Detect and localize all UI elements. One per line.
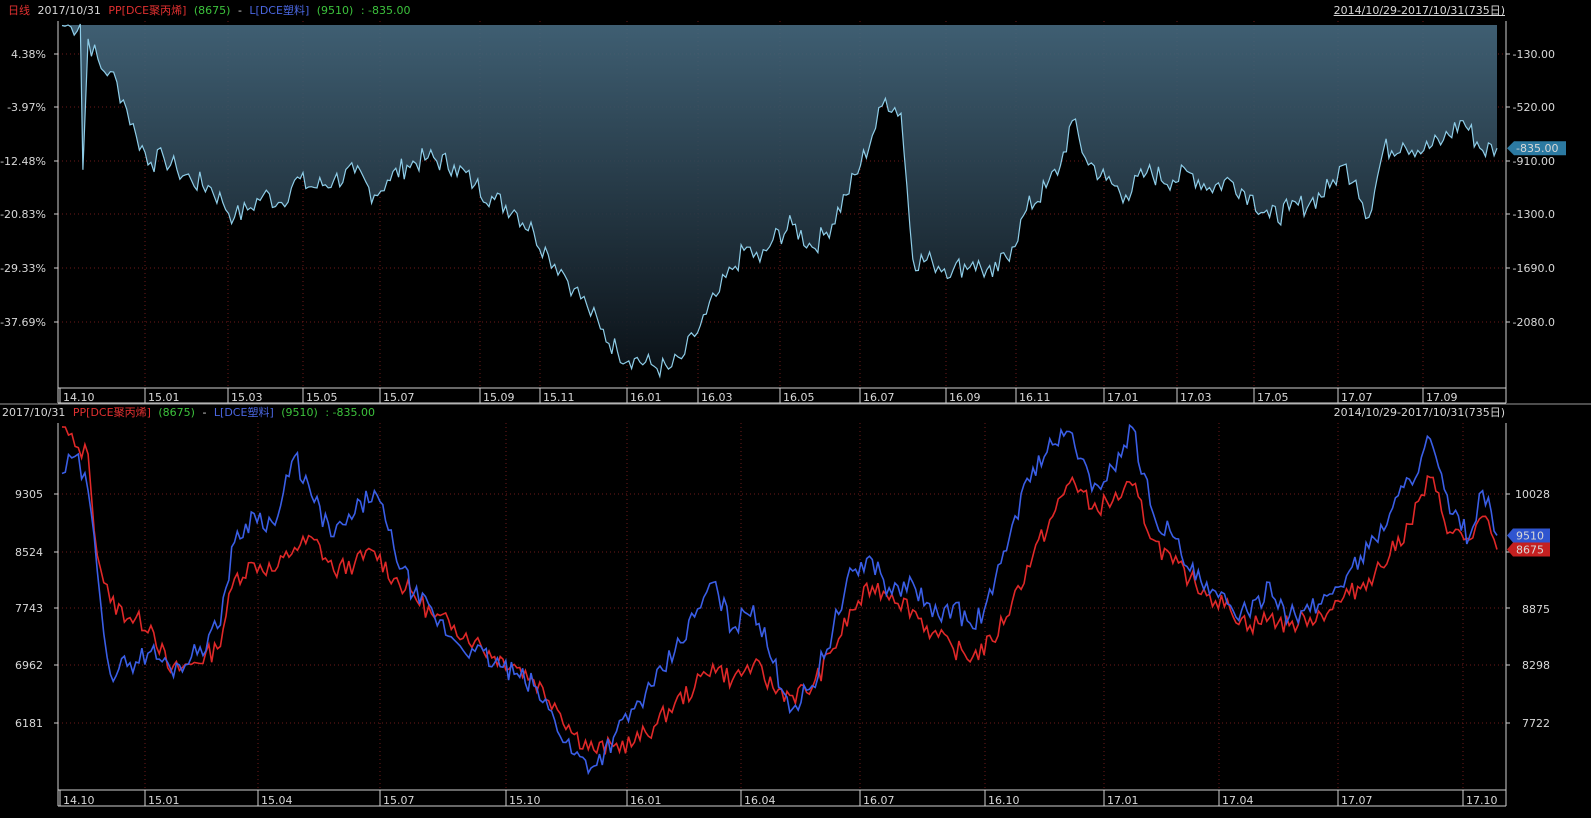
spread-value: : -835.00 [325,406,375,419]
leg2-value: (9510) [316,4,354,17]
top-panel-header: 日线 2017/10/31 PP[DCE聚丙烯] (8675) - L[DCE塑… [8,3,414,19]
left-tick-label: -29.33% [0,262,46,275]
right-tick-label: -2080.0 [1513,316,1555,329]
x-tick-label: 15.07 [383,391,415,404]
leg1-value: (8675) [193,4,231,17]
x-tick-label: 16.07 [863,391,895,404]
x-tick-label: 17.04 [1222,794,1254,807]
left-tick-label: 8524 [15,546,43,559]
l-last-label: 9510 [1516,529,1544,542]
l-last-badge [1507,528,1550,543]
right-tick-label: -1300.0 [1513,208,1555,221]
x-tick-label: 16.01 [630,391,662,404]
left-tick-label: -12.48% [0,155,46,168]
leg2-value: (9510) [281,406,318,419]
x-tick-label: 14.10 [63,391,95,404]
x-tick-label: 17.09 [1426,391,1458,404]
left-tick-label: 6962 [15,659,43,672]
pp-last-badge [1507,542,1550,557]
right-tick-label: -910.00 [1513,155,1555,168]
right-tick-label: -1690.0 [1513,262,1555,275]
pp-price-line [61,426,1498,755]
right-tick-label: 7722 [1522,717,1550,730]
spread-area [62,24,1497,377]
last-value-label: -835.00 [1516,142,1558,155]
leg1-name: PP[DCE聚丙烯] [108,4,187,17]
x-tick-label: 15.09 [483,391,515,404]
x-tick-label: 17.07 [1341,391,1373,404]
spread-value: : -835.00 [360,4,411,17]
leg1-name: PP[DCE聚丙烯] [72,406,151,419]
bottom-panel-header: 2017/10/31 PP[DCE聚丙烯] (8675) - L[DCE塑料] … [2,405,379,421]
header-date: 2017/10/31 [2,406,66,419]
last-value-badge [1507,141,1566,156]
right-tick-label: 8298 [1522,659,1550,672]
x-tick-label: 17.01 [1107,391,1139,404]
x-tick-label: 16.09 [949,391,981,404]
x-tick-label: 17.10 [1466,794,1498,807]
pp-last-label: 8675 [1516,544,1544,557]
x-tick-label: 15.01 [148,794,180,807]
x-tick-label: 17.05 [1257,391,1289,404]
left-tick-label: -20.83% [0,208,46,221]
x-tick-label: 16.07 [863,794,895,807]
spread-line [61,23,1498,379]
x-tick-label: 15.03 [231,391,263,404]
x-tick-label: 15.10 [509,794,541,807]
leg-separator: - [202,406,207,419]
x-tick-label: 16.05 [783,391,815,404]
l-price-line [61,423,1498,776]
leg1-value: (8675) [158,406,195,419]
x-tick-label: 17.03 [1180,391,1212,404]
x-tick-label: 16.01 [630,794,662,807]
left-tick-label: -3.97% [7,101,46,114]
x-tick-label: 16.11 [1019,391,1051,404]
left-tick-label: 7743 [15,602,43,615]
left-tick-label: 6181 [15,717,43,730]
right-tick-label: -130.00 [1513,48,1555,61]
x-tick-label: 17.01 [1107,794,1139,807]
x-tick-label: 15.05 [306,391,338,404]
x-tick-label: 15.04 [261,794,293,807]
x-tick-label: 17.07 [1341,794,1373,807]
leg-separator: - [237,4,242,17]
x-tick-label: 15.01 [148,391,180,404]
right-tick-label: 8875 [1522,603,1550,616]
x-tick-label: 15.11 [543,391,575,404]
x-tick-label: 14.10 [63,794,95,807]
left-tick-label: -37.69% [0,316,46,329]
header-date: 2017/10/31 [37,4,101,17]
bottom-date-range: 2014/10/29-2017/10/31(735日) [1333,406,1505,419]
period-label: 日线 [8,4,30,17]
right-tick-label: 10028 [1515,488,1550,501]
x-tick-label: 16.10 [988,794,1020,807]
x-tick-label: 16.03 [701,391,733,404]
x-tick-label: 15.07 [383,794,415,807]
top-date-range: 2014/10/29-2017/10/31(735日) [1333,4,1505,17]
leg2-name: L[DCE塑料] [213,406,274,419]
left-tick-label: 4.38% [11,48,46,61]
x-tick-label: 16.04 [744,794,776,807]
leg2-name: L[DCE塑料] [249,4,310,17]
right-tick-label: -520.00 [1513,101,1555,114]
left-tick-label: 9305 [15,488,43,501]
